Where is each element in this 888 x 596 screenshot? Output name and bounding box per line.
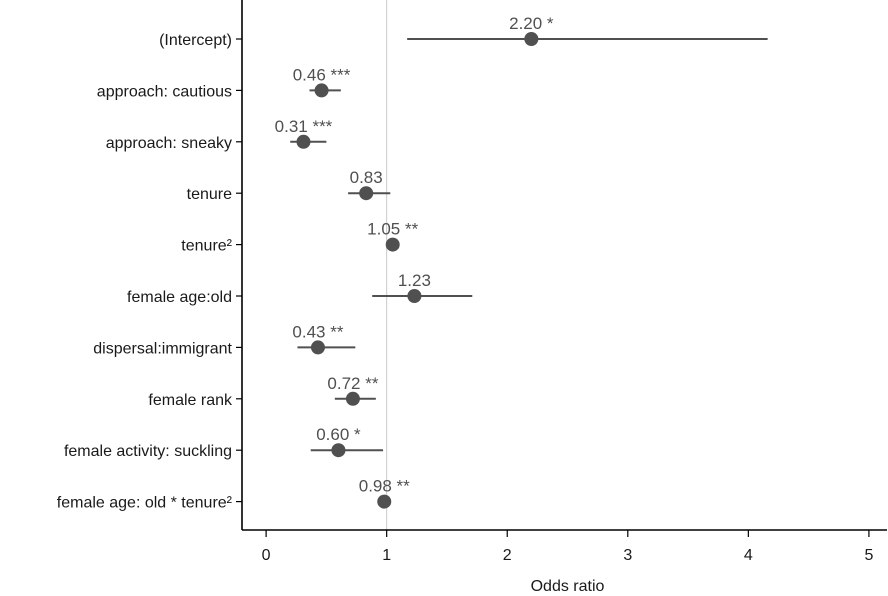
estimate-label: 2.20 * — [509, 14, 554, 33]
term-label: tenure² — [181, 238, 232, 255]
estimate-point — [524, 32, 539, 46]
term-label: female activity: suckling — [64, 443, 232, 460]
estimate-label: 1.23 — [398, 271, 431, 290]
x-axis-title: Odds ratio — [531, 578, 605, 595]
estimate-point — [296, 134, 311, 149]
estimate-label: 1.05 ** — [367, 220, 418, 239]
term-label: approach: sneaky — [106, 135, 232, 152]
term-label: female age: old * tenure² — [57, 495, 233, 512]
x-tick-label: 1 — [382, 547, 391, 564]
estimate-point — [385, 237, 400, 252]
estimate-point — [331, 443, 346, 458]
term-label: (Intercept) — [159, 32, 232, 49]
x-tick-label: 5 — [864, 547, 873, 564]
estimate-point — [377, 494, 392, 509]
estimate-label: 0.46 *** — [293, 65, 351, 84]
x-tick-label: 0 — [262, 547, 271, 564]
term-label: female rank — [148, 392, 233, 409]
estimate-point — [345, 391, 360, 406]
estimate-label: 0.31 *** — [275, 117, 333, 136]
estimate-label: 0.72 ** — [327, 374, 378, 393]
estimate-point — [314, 83, 329, 98]
estimate-label: 0.83 — [350, 168, 383, 187]
x-tick-label: 3 — [623, 547, 632, 564]
estimate-label: 0.43 ** — [292, 322, 343, 341]
estimate-point — [359, 186, 374, 201]
estimate-point — [407, 289, 422, 303]
estimate-label: 0.98 ** — [359, 477, 410, 496]
estimate-label: 0.60 * — [316, 425, 361, 444]
term-label: approach: cautious — [97, 83, 232, 100]
x-tick-label: 2 — [503, 547, 512, 564]
term-label: female age:old — [127, 289, 232, 306]
term-label: tenure — [187, 186, 232, 203]
x-tick-label: 4 — [744, 547, 753, 564]
estimate-point — [310, 340, 325, 355]
term-label: dispersal:immigrant — [93, 340, 232, 357]
